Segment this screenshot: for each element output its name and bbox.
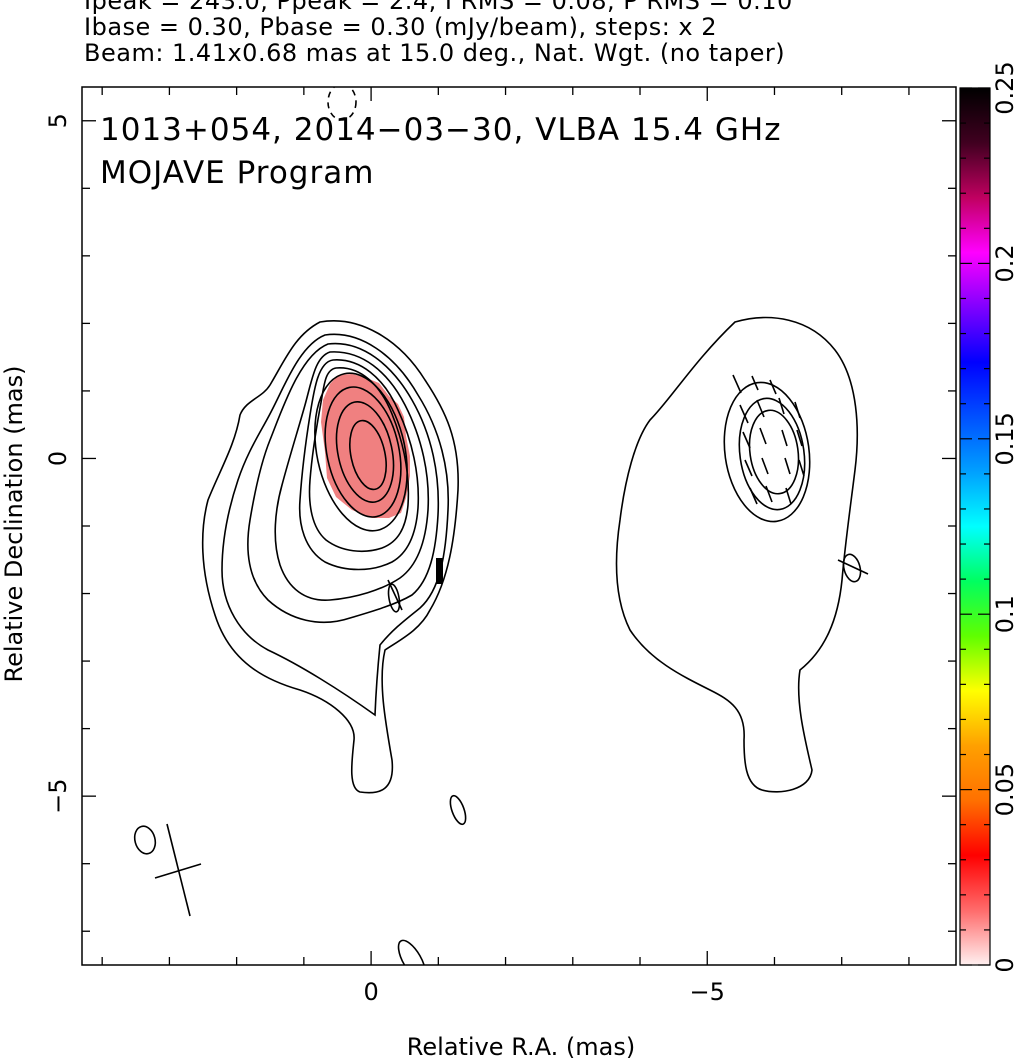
- header-base-line: Ibase = 0.30, Pbase = 0.30 (mJy/beam), s…: [84, 13, 718, 41]
- contour-level-2: [221, 333, 450, 717]
- polarization-vector-1: [387, 579, 403, 611]
- map-header: Ipeak = 243.0, Ppeak = 2.4, I RMS = 0.08…: [84, 0, 964, 66]
- x-axis-label: Relative R.A. (mas): [407, 1033, 635, 1060]
- contour-outer: [201, 320, 459, 794]
- y-tick-label: 0: [44, 451, 72, 466]
- x-tick-label: −5: [690, 978, 725, 1006]
- program-title: MOJAVE Program: [100, 155, 374, 191]
- contour-level-8: [324, 386, 402, 518]
- y-tick-label: 5: [44, 113, 72, 128]
- contour-level-5: [298, 359, 420, 571]
- y-tick-label: −5: [44, 778, 72, 813]
- polarization-vector-2: [837, 559, 869, 575]
- colorbar-ticks: [960, 87, 990, 966]
- x-tick-label: 0: [363, 978, 378, 1006]
- colorbar-tick-label: 0.25: [991, 61, 1019, 114]
- contour-right-level-3: [738, 397, 806, 511]
- y-axis-label: Relative Declination (mas): [0, 365, 28, 682]
- colorbar-tick-label: 0.05: [991, 763, 1019, 816]
- header-beam-line: Beam: 1.41x0.68 mas at 15.0 deg., Nat. W…: [84, 39, 786, 67]
- colorbar-tick-label: 0.1: [991, 595, 1019, 633]
- contour-right-outer: [615, 316, 859, 793]
- colorbar: [959, 87, 991, 966]
- contour-level-6: [308, 367, 410, 553]
- source-title: 1013+054, 2014−03−30, VLBA 15.4 GHz: [100, 112, 781, 148]
- contour-level-4: [274, 351, 430, 601]
- contour-right-level-2: [723, 381, 811, 523]
- colorbar-tick-labels: 0 0.05 0.1 0.15 0.2 0.25: [991, 61, 1019, 972]
- x-tick-labels: 0 −5: [363, 978, 724, 1006]
- contour-level-9: [335, 400, 395, 504]
- contour-blob-1: [387, 583, 401, 613]
- negative-contour-top: [327, 87, 357, 121]
- colorbar-tick-label: 0.15: [991, 412, 1019, 465]
- y-tick-labels: 5 0 −5: [44, 113, 72, 814]
- contour-blob-4: [133, 825, 157, 855]
- contour-blob-5: [397, 939, 427, 965]
- contour-right-level-4: [748, 409, 800, 495]
- beam-marker: [154, 823, 202, 917]
- header-stats-line: Ipeak = 243.0, Ppeak = 2.4, I RMS = 0.08…: [84, 0, 793, 15]
- map-frame: [81, 86, 957, 966]
- contour-level-10: [349, 419, 387, 491]
- colorbar-tick-label: 0: [991, 957, 1019, 972]
- polarization-vector-thick: [436, 558, 443, 584]
- contour-level-3: [247, 342, 440, 624]
- axis-ticks: [82, 87, 956, 965]
- contour-level-7: [314, 372, 408, 532]
- contour-blob-3: [449, 794, 467, 826]
- intensity-contours: [133, 87, 869, 965]
- contour-blob-2: [842, 553, 862, 583]
- colorbar-tick-label: 0.2: [991, 244, 1019, 282]
- right-polarization-vectors: [732, 374, 805, 505]
